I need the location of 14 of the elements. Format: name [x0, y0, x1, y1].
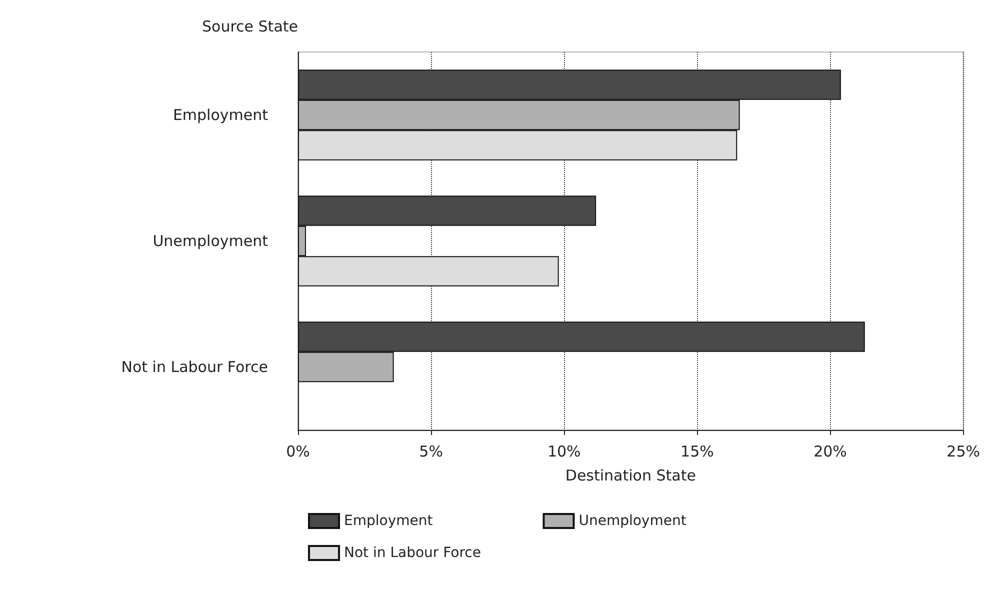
x-axis-title: Destination State: [565, 466, 696, 484]
legend-label: Unemployment: [578, 513, 687, 529]
y-tick-label: Employment: [172, 106, 268, 124]
x-tick-label: 5%: [419, 442, 443, 460]
x-tick-label: 10%: [547, 442, 581, 460]
y-tick-label: Not in Labour Force: [121, 358, 268, 376]
legend-label: Not in Labour Force: [344, 545, 481, 561]
x-tick-label: 15%: [680, 442, 714, 460]
x-tick-label: 25%: [946, 442, 980, 460]
y-axis-title: Source State: [202, 18, 298, 36]
legend-label: Employment: [344, 513, 434, 529]
y-tick-label: Unemployment: [152, 232, 268, 250]
x-tick-label: 20%: [814, 442, 847, 460]
x-tick-label: 0%: [286, 442, 310, 460]
